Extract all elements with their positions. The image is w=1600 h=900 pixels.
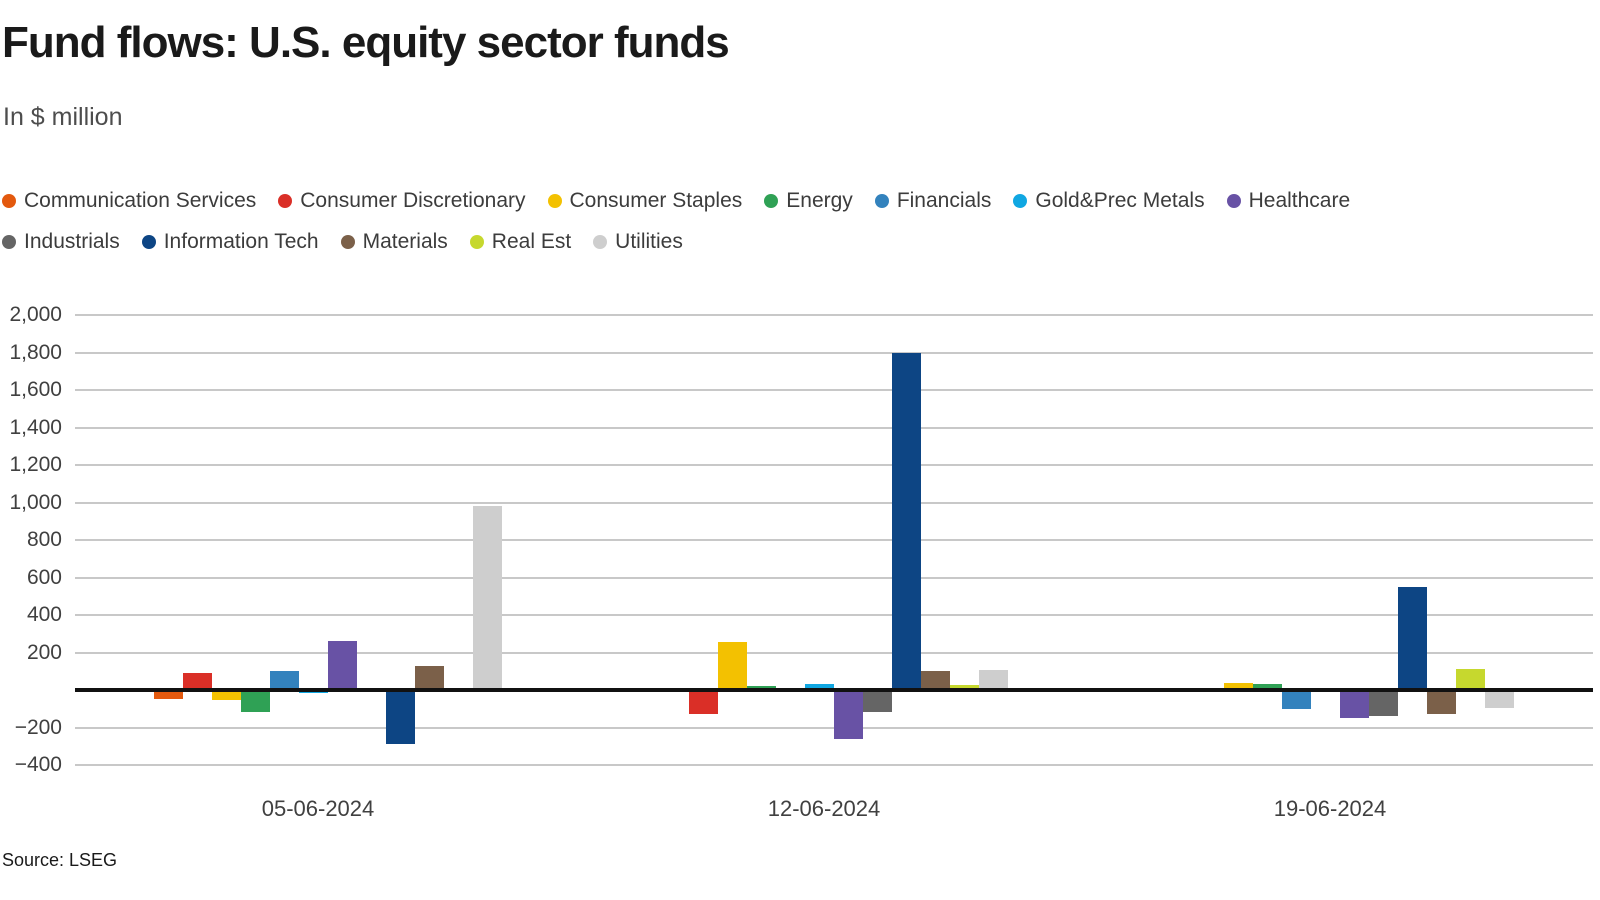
legend-swatch-icon bbox=[469, 234, 484, 249]
legend-item: Consumer Discretionary bbox=[278, 188, 526, 213]
y-tick-label: 200 bbox=[26, 640, 62, 664]
legend-item: Industrials bbox=[2, 230, 120, 254]
legend-swatch-icon bbox=[2, 193, 16, 208]
legend-item-label: Real Est bbox=[491, 229, 572, 253]
bar bbox=[834, 690, 863, 739]
legend-item-label: Communication Services bbox=[24, 188, 257, 212]
bar bbox=[1340, 690, 1369, 719]
bar bbox=[270, 671, 299, 690]
bar bbox=[689, 690, 718, 715]
legend-item-label: Healthcare bbox=[1248, 188, 1351, 212]
legend-item-label: Utilities bbox=[615, 229, 683, 253]
y-tick-label: 1,200 bbox=[9, 453, 62, 476]
legend-item-label: Consumer Discretionary bbox=[300, 188, 526, 212]
bar bbox=[950, 685, 979, 690]
y-tick-label: 1,000 bbox=[9, 490, 62, 514]
y-tick-label: 800 bbox=[26, 528, 62, 551]
legend-item: Gold&Prec Metals bbox=[1013, 188, 1205, 213]
legend-item-label: Gold&Prec Metals bbox=[1035, 188, 1205, 212]
legend-swatch-icon bbox=[764, 193, 779, 208]
bar bbox=[328, 641, 357, 690]
legend-item: Consumer Staples bbox=[547, 188, 743, 213]
legend-swatch-icon bbox=[874, 193, 889, 208]
gridline bbox=[75, 464, 1593, 466]
legend-item: Financials bbox=[874, 188, 992, 213]
legend-swatch-icon bbox=[593, 234, 608, 249]
legend-item: Healthcare bbox=[1226, 188, 1351, 213]
legend-item: Real Est bbox=[469, 229, 572, 254]
chart-title: Fund flows: U.S. equity sector funds bbox=[2, 18, 730, 67]
legend-swatch-icon bbox=[2, 234, 16, 249]
bar bbox=[718, 642, 747, 690]
gridline bbox=[75, 351, 1593, 354]
bar bbox=[473, 506, 502, 690]
bar bbox=[386, 690, 415, 745]
legend-swatch-icon bbox=[278, 193, 293, 208]
x-tick-label: 05-06-2024 bbox=[261, 796, 375, 821]
bar bbox=[805, 684, 834, 690]
bar bbox=[1398, 586, 1427, 690]
chart-subtitle: In $ million bbox=[3, 103, 123, 131]
bar bbox=[1485, 690, 1514, 708]
bar bbox=[979, 670, 1008, 690]
legend-item-label: Energy bbox=[786, 188, 853, 212]
bar bbox=[212, 690, 241, 701]
legend-item: Information Tech bbox=[141, 229, 319, 254]
legend: Communication Services Consumer Discretio… bbox=[2, 180, 1562, 262]
bar bbox=[1427, 690, 1456, 715]
gridline bbox=[75, 389, 1593, 391]
gridline bbox=[75, 614, 1593, 616]
bar bbox=[921, 671, 950, 690]
gridline bbox=[75, 501, 1593, 504]
bar bbox=[892, 352, 921, 690]
y-tick-label: 1,400 bbox=[9, 415, 62, 439]
bar bbox=[1369, 690, 1398, 717]
y-tick-label: 1,600 bbox=[9, 378, 62, 401]
legend-swatch-icon bbox=[141, 234, 156, 249]
gridline bbox=[75, 764, 1593, 766]
legend-item: Materials bbox=[340, 229, 448, 254]
legend-item-label: Information Tech bbox=[163, 229, 319, 253]
y-tick-label: −400 bbox=[14, 753, 62, 776]
y-tick-label: 600 bbox=[26, 565, 62, 589]
legend-swatch-icon bbox=[1226, 193, 1241, 208]
legend-swatch-icon bbox=[1013, 193, 1028, 208]
legend-swatch-icon bbox=[340, 234, 355, 249]
bar bbox=[1253, 684, 1282, 690]
y-tick-label: −200 bbox=[14, 715, 62, 739]
legend-item: Energy bbox=[764, 189, 853, 213]
legend-swatch-icon bbox=[547, 193, 562, 208]
bar bbox=[183, 673, 212, 690]
bar bbox=[1224, 682, 1253, 690]
bar bbox=[415, 665, 444, 690]
gridline bbox=[75, 426, 1593, 429]
bar bbox=[1282, 690, 1311, 709]
y-tick-label: 400 bbox=[26, 603, 62, 626]
legend-item-label: Industrials bbox=[24, 229, 120, 253]
legend-item-label: Financials bbox=[896, 188, 992, 212]
y-tick-label: 1,800 bbox=[9, 340, 62, 364]
gridline bbox=[75, 314, 1593, 316]
legend-item: Utilities bbox=[593, 230, 683, 254]
bar bbox=[241, 690, 270, 712]
gridline bbox=[75, 539, 1593, 541]
bar bbox=[863, 690, 892, 712]
y-tick-label: 2,000 bbox=[9, 303, 62, 326]
x-tick-label: 19-06-2024 bbox=[1273, 796, 1387, 821]
legend-item: Communication Services bbox=[2, 189, 256, 213]
x-tick-label: 12-06-2024 bbox=[767, 796, 881, 821]
gridline bbox=[75, 651, 1593, 654]
bar bbox=[154, 690, 183, 700]
bar bbox=[1456, 669, 1485, 690]
gridline bbox=[75, 576, 1593, 579]
legend-item-label: Consumer Staples bbox=[569, 188, 743, 212]
legend-row: Communication Services Consumer Discretio… bbox=[2, 180, 1562, 221]
legend-row: Industrials Information Tech Materials Real… bbox=[2, 221, 1562, 262]
source-note: Source: LSEG bbox=[2, 850, 118, 870]
zero-axis-line bbox=[75, 688, 1593, 692]
legend-item-label: Materials bbox=[362, 229, 448, 253]
